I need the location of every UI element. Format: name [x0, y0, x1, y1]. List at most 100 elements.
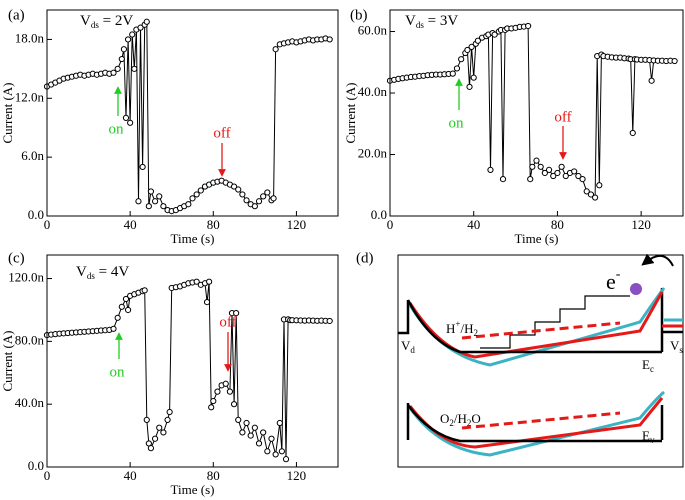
x-tick-label: 40: [124, 217, 137, 232]
data-point: [571, 168, 578, 175]
left-contact: [398, 300, 410, 335]
t: 2: [467, 418, 472, 428]
data-point: [648, 77, 655, 84]
annotation: off: [554, 109, 571, 125]
x-axis-label: Time (s): [171, 231, 215, 246]
data-point: [268, 435, 275, 442]
data-point: [164, 416, 171, 423]
data-point: [264, 189, 271, 196]
ev-label: Ev: [642, 428, 655, 445]
data-point: [276, 419, 283, 427]
electron-symbol: e: [606, 269, 616, 294]
y-tick-label: 40.0n: [15, 395, 45, 410]
data-point: [326, 36, 333, 43]
data-point: [120, 46, 128, 53]
annotation: on: [449, 115, 465, 131]
data-point: [110, 69, 117, 76]
data-point: [118, 303, 125, 310]
title-sub: ds: [416, 20, 425, 30]
data-point: [575, 172, 582, 180]
data-point: [226, 388, 234, 395]
title-rest: = 4V: [95, 264, 129, 280]
panel-label: (a): [8, 7, 25, 23]
data-point: [255, 440, 263, 447]
data-point: [197, 187, 204, 194]
data-point: [230, 183, 238, 190]
data-point: [474, 37, 481, 44]
plot-frame: [389, 9, 684, 217]
electron-label: e-: [606, 267, 621, 294]
x-tick-label: 0: [44, 468, 51, 483]
data-point: [147, 188, 155, 195]
data-point: [166, 408, 173, 416]
data-point: [270, 195, 277, 202]
data-point: [222, 380, 229, 387]
title-main: V: [80, 13, 91, 29]
data-point: [143, 416, 150, 423]
data-point: [499, 176, 507, 183]
data-point: [470, 74, 477, 81]
data-point: [466, 83, 473, 90]
data-point: [533, 157, 540, 164]
redox-level-lower: [461, 411, 621, 430]
data-point: [453, 65, 461, 72]
data-point: [541, 169, 548, 177]
t: V: [670, 338, 680, 353]
data-point: [239, 429, 246, 436]
data-point: [129, 31, 136, 38]
red-band-c: [408, 291, 683, 359]
data-point: [141, 287, 148, 294]
data-point: [118, 55, 125, 63]
y-tick-label: 20.0n: [358, 145, 388, 160]
y-axis-label: Current (A): [343, 82, 358, 143]
title-sub: ds: [87, 271, 96, 281]
t: /H: [454, 411, 467, 426]
y-tick-label: 0.0: [371, 207, 387, 222]
data-point: [124, 36, 132, 43]
data-point: [114, 314, 121, 321]
annotation: on: [110, 364, 126, 380]
data-point: [114, 65, 121, 72]
x-tick-label: 40: [467, 217, 480, 232]
data-point: [260, 429, 267, 436]
data-point: [193, 278, 200, 285]
data-point: [592, 194, 599, 201]
data-line: [46, 281, 330, 460]
data-point: [278, 448, 285, 455]
t: c: [650, 364, 654, 374]
data-point: [491, 31, 498, 38]
t: v: [650, 435, 655, 445]
title-main: V: [405, 13, 416, 29]
data-point: [122, 295, 130, 303]
title-main: V: [76, 264, 87, 280]
t: E: [642, 357, 650, 372]
t: 2: [449, 418, 454, 428]
y-axis-label: Current (A): [0, 330, 15, 391]
data-point: [554, 169, 561, 177]
data-point: [160, 203, 167, 210]
data-point: [558, 163, 565, 170]
data-point: [189, 195, 196, 202]
data-point: [156, 193, 163, 200]
redox-lower-label: O2/H2O: [440, 411, 481, 428]
y-axis-label: Current (A): [0, 82, 15, 143]
redox-level-upper: [461, 321, 621, 340]
data-point: [239, 191, 246, 198]
t: O: [440, 411, 449, 426]
data-point: [243, 419, 250, 427]
data-point: [233, 310, 240, 317]
data-point: [193, 191, 200, 198]
data-line: [46, 20, 330, 212]
black-band-c: [406, 299, 683, 354]
data-point: [458, 56, 465, 63]
data-point: [243, 197, 250, 204]
data-point: [160, 429, 167, 436]
y-tick-label: 18.0n: [15, 30, 45, 45]
t: d: [410, 345, 415, 355]
panel-title: Vds = 2V: [80, 13, 133, 30]
t: H: [446, 321, 455, 336]
data-point: [235, 416, 242, 423]
data-point: [124, 306, 132, 314]
data-point: [529, 163, 536, 170]
t: V: [401, 338, 411, 353]
